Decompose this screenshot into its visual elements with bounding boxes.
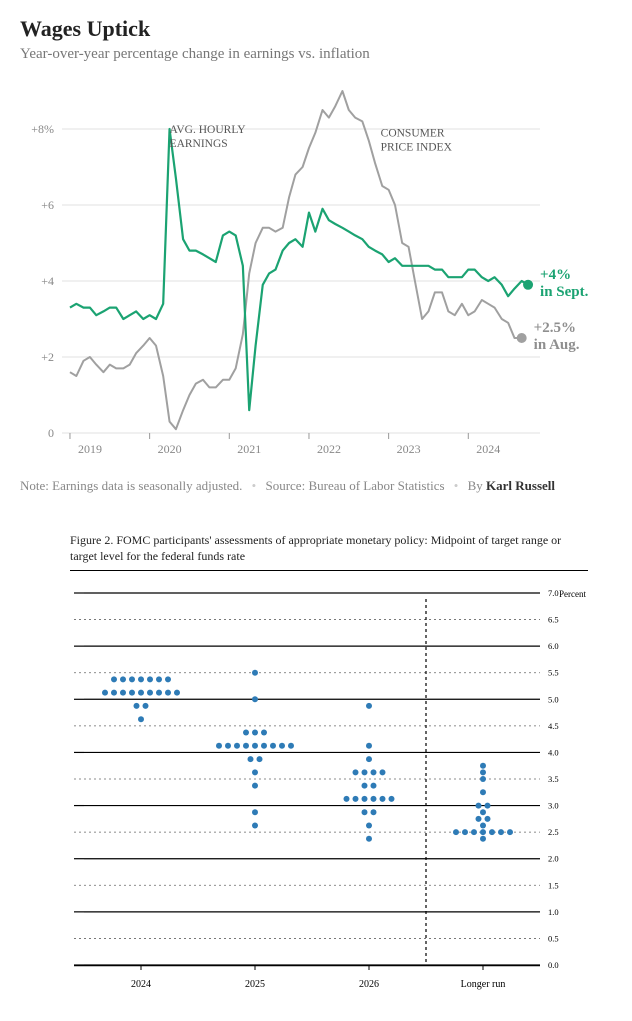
svg-text:6.5: 6.5 [548,615,559,625]
chart1-title: Wages Uptick [20,16,612,42]
svg-text:+8%: +8% [31,122,54,136]
svg-text:3.5: 3.5 [548,774,559,784]
svg-text:+4%in Sept.: +4%in Sept. [540,267,589,300]
chart1-footer: Note: Earnings data is seasonally adjust… [20,476,612,496]
byline-prefix: By [468,478,483,493]
chart1-svg: 0 +2 +4 +6 +8% 2019 2020 2021 2022 2023 2024 CONSUM… [20,81,612,461]
svg-text:+4: +4 [41,274,54,288]
chart1-plot: 0 +2 +4 +6 +8% 2019 2020 2021 2022 2023 2024 CONSUM… [20,81,612,466]
source-prefix: Source: [265,478,305,493]
svg-text:6.0: 6.0 [548,642,559,652]
svg-text:2024: 2024 [131,979,151,990]
chart2-block: Figure 2. FOMC participants' assessments… [20,532,612,1001]
svg-text:2025: 2025 [245,979,265,990]
footer-sep: • [252,478,257,493]
byline-author: Karl Russell [486,478,555,493]
note-text: Earnings data is seasonally adjusted. [52,478,242,493]
svg-text:1.5: 1.5 [548,881,559,891]
svg-text:+2: +2 [41,350,54,364]
svg-text:2019: 2019 [78,442,102,456]
svg-text:+6: +6 [41,198,54,212]
svg-text:0.0: 0.0 [548,960,559,970]
svg-text:Percent: Percent [559,589,586,599]
svg-text:+2.5%in Aug.: +2.5%in Aug. [534,320,580,353]
source-text: Bureau of Labor Statistics [308,478,444,493]
svg-text:4.5: 4.5 [548,721,559,731]
note-prefix: Note: [20,478,49,493]
footer-sep: • [454,478,459,493]
svg-text:2020: 2020 [158,442,182,456]
svg-text:2.0: 2.0 [548,854,559,864]
svg-text:2023: 2023 [397,442,421,456]
svg-text:0: 0 [48,426,54,440]
chart2-caption: Figure 2. FOMC participants' assessments… [70,532,588,564]
svg-text:3.0: 3.0 [548,801,559,811]
chart2-rule [70,570,588,572]
svg-text:0.5: 0.5 [548,934,559,944]
svg-text:5.5: 5.5 [548,668,559,678]
svg-text:2021: 2021 [237,442,261,456]
svg-text:2.5: 2.5 [548,828,559,838]
svg-text:2024: 2024 [476,442,500,456]
svg-text:1.0: 1.0 [548,907,559,917]
svg-text:7.0: 7.0 [548,588,559,598]
svg-text:Longer run: Longer run [461,979,506,990]
svg-text:4.0: 4.0 [548,748,559,758]
svg-text:2022: 2022 [317,442,341,456]
svg-text:2026: 2026 [359,979,379,990]
svg-text:CONSUMERPRICE INDEX: CONSUMERPRICE INDEX [381,128,453,154]
chart2-svg: Percent 0.0 0.5 1.0 1.5 2.0 2.5 3.0 3.5 4.0 4.5 5.0… [70,585,590,995]
svg-text:5.0: 5.0 [548,695,559,705]
chart1-subtitle: Year-over-year percentage change in earn… [20,46,612,63]
chart1-block: Wages Uptick Year-over-year percentage c… [20,16,612,496]
svg-text:AVG. HOURLYEARNINGS: AVG. HOURLYEARNINGS [170,124,247,150]
